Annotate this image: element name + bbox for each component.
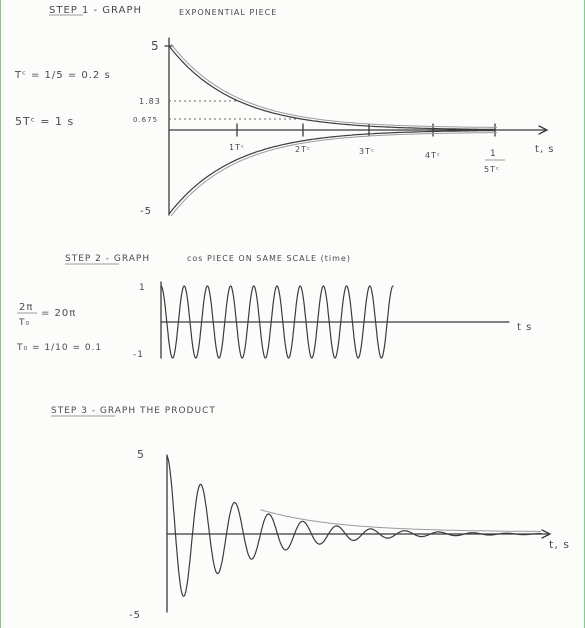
step1-y-top-label: 5 (151, 39, 160, 53)
tick-1tc-label: 1Tᶜ (229, 143, 245, 152)
step1-x-label: t, s (535, 144, 555, 155)
exp-decay-negative-sketch (170, 132, 497, 217)
step2-subtitle: cos PIECE ON SAME SCALE (time) (187, 254, 351, 263)
step2-title: STEP 2 - GRAPH (65, 254, 150, 264)
step2-y-bottom-label: -1 (133, 350, 144, 360)
tc-equation: Tᶜ = 1/5 = 0.2 s (14, 70, 111, 81)
step3-y-bottom-label: -5 (129, 610, 141, 621)
tick-3tc-label: 3Tᶜ (359, 147, 375, 156)
exp-decay-negative-curve (168, 130, 496, 215)
step2-x-label: t s (517, 322, 532, 333)
omega-numerator: 2π (19, 302, 33, 313)
step1-subtitle: EXPONENTIAL PIECE (179, 8, 277, 17)
step3-title: STEP 3 - GRAPH THE PRODUCT (51, 406, 216, 416)
step3-y-top-label: 5 (137, 448, 145, 461)
end-tick-top-label: 1 (490, 149, 497, 159)
step1-x-arrow (538, 125, 549, 135)
five-tc-equation: 5Tᶜ = 1 s (15, 115, 74, 128)
step1-y-mark2-label: 0.675 (133, 116, 158, 124)
exp-decay-positive-sketch (170, 43, 497, 128)
omega-equation-right: = 20π (41, 308, 76, 319)
step2-y-top-label: 1 (139, 283, 146, 293)
step1-y-bottom-label: -5 (140, 206, 152, 217)
end-tick-bottom-label: 5Tᶜ (484, 165, 500, 174)
step3-x-arrow (541, 529, 552, 539)
product-envelope-sketch (260, 509, 541, 532)
tick-2tc-label: 2Tᶜ (295, 145, 311, 154)
tick-4tc-label: 4Tᶜ (425, 151, 441, 160)
cosine-wave-curve (160, 285, 394, 359)
exp-decay-positive-curve (168, 45, 496, 130)
step1-y-mark1-label: 1.83 (139, 97, 161, 106)
step1-title: STEP 1 - GRAPH (49, 5, 142, 16)
omega-denominator: T₀ (18, 318, 30, 328)
step3-x-label: t, s (549, 538, 570, 551)
t0-equation: T₀ = 1/10 = 0.1 (16, 343, 102, 353)
product-damped-wave-curve (166, 455, 542, 597)
